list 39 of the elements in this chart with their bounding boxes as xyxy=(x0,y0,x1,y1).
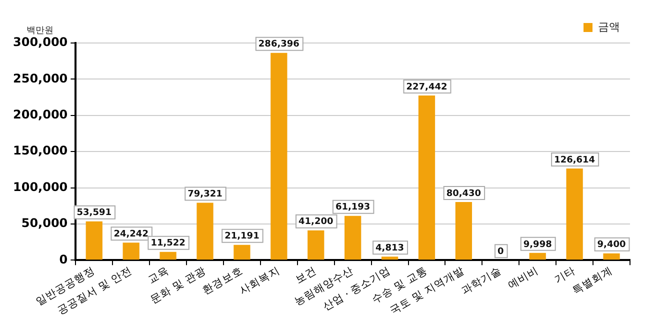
bar xyxy=(344,216,362,260)
y-tick-label: 100,000 xyxy=(13,180,68,194)
bar xyxy=(381,256,398,260)
data-label: 227,442 xyxy=(406,82,448,92)
y-tick-label: 0 xyxy=(59,252,68,266)
data-label: 0 xyxy=(498,247,504,258)
data-label: 53,591 xyxy=(76,208,112,218)
data-label: 61,193 xyxy=(335,202,370,213)
bar xyxy=(196,202,214,260)
y-tick-label: 300,000 xyxy=(13,35,68,50)
data-label: 21,191 xyxy=(224,232,260,242)
legend-label: 금액 xyxy=(598,20,620,34)
data-label: 11,522 xyxy=(150,238,186,249)
data-label: 24,242 xyxy=(114,229,148,240)
data-label: 9,998 xyxy=(523,240,552,250)
data-label: 41,200 xyxy=(298,217,334,228)
bar xyxy=(603,253,620,260)
bar xyxy=(566,168,583,260)
data-label: 79,321 xyxy=(188,190,222,200)
data-label: 4,813 xyxy=(376,244,404,254)
data-label: 126,614 xyxy=(554,155,596,166)
x-tick-label: 교육 xyxy=(146,264,171,286)
bar xyxy=(270,52,288,260)
y-tick-label: 50,000 xyxy=(21,216,68,230)
y-tick-label: 250,000 xyxy=(13,71,68,86)
data-label: 9,400 xyxy=(597,240,626,250)
y-axis-title: 백만원 xyxy=(26,26,54,36)
bar xyxy=(308,230,324,260)
y-tick-label: 150,000 xyxy=(13,144,68,158)
bar xyxy=(122,242,140,260)
data-label: 286,396 xyxy=(258,40,300,50)
bar xyxy=(234,244,250,260)
bar xyxy=(455,202,472,260)
y-tick-label: 200,000 xyxy=(13,108,68,122)
bar xyxy=(418,96,436,260)
bar xyxy=(160,252,176,260)
data-label: 80,430 xyxy=(446,188,482,199)
bar xyxy=(529,252,546,260)
bar xyxy=(86,221,102,260)
